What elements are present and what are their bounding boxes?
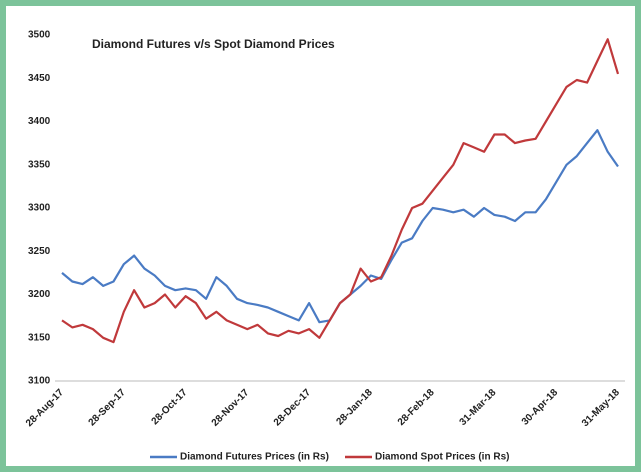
series-line bbox=[61, 38, 620, 344]
y-tick-label: 3150 bbox=[28, 332, 51, 343]
legend-label: Diamond Futures Prices (in Rs) bbox=[180, 452, 329, 463]
x-tick-label: 28-Feb-18 bbox=[396, 387, 437, 428]
y-tick-label: 3100 bbox=[28, 376, 51, 387]
y-tick-label: 3450 bbox=[28, 73, 51, 84]
x-tick-label: 30-Apr-18 bbox=[520, 387, 561, 428]
y-tick-label: 3250 bbox=[28, 246, 51, 257]
x-tick-label: 28-Nov-17 bbox=[210, 387, 252, 429]
y-tick-label: 3400 bbox=[28, 116, 51, 127]
y-tick-label: 3200 bbox=[28, 289, 51, 300]
x-tick-label: 28-Sep-17 bbox=[87, 387, 128, 428]
x-tick-label: 28-Jan-18 bbox=[334, 387, 375, 428]
x-tick-label: 31-May-18 bbox=[580, 387, 622, 429]
legend-label: Diamond Spot Prices (in Rs) bbox=[375, 452, 509, 463]
x-tick-label: 28-Oct-17 bbox=[150, 387, 190, 427]
y-tick-label: 3500 bbox=[28, 30, 51, 41]
y-tick-label: 3300 bbox=[28, 203, 51, 214]
chart-title: Diamond Futures v/s Spot Diamond Prices bbox=[92, 37, 335, 51]
y-tick-label: 3350 bbox=[28, 159, 51, 170]
x-tick-label: 31-Mar-18 bbox=[458, 387, 499, 428]
x-tick-label: 28-Dec-17 bbox=[272, 387, 313, 428]
series-line bbox=[61, 129, 619, 324]
x-tick-label: 28-Aug-17 bbox=[24, 387, 66, 429]
